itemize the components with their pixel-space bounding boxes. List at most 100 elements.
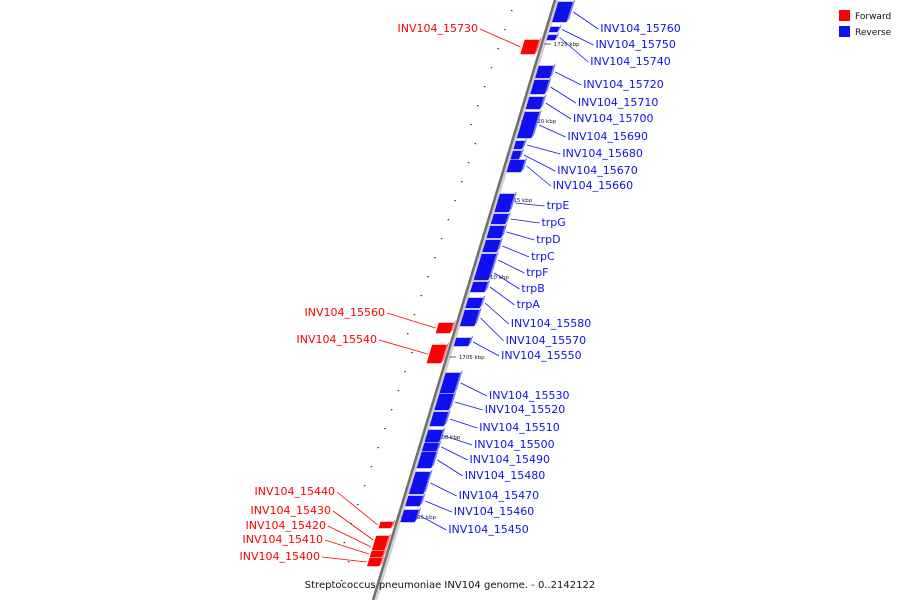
forward-gene-label-leader: [327, 525, 372, 548]
reverse-gene-label-leader: [449, 418, 478, 429]
track-mark: [413, 314, 416, 316]
track-mark: [447, 219, 450, 221]
reverse-gene-block-shade: [414, 507, 422, 522]
reverse-gene-block-shade: [484, 279, 491, 292]
reverse-gene-block-shade: [549, 63, 556, 78]
reverse-gene-block: [421, 442, 439, 452]
track-mark: [384, 428, 386, 430]
reverse-gene-label-leader: [454, 401, 483, 411]
reverse-gene-block: [453, 337, 471, 347]
track-mark: [363, 485, 366, 487]
reverse-gene-label-leader: [523, 154, 556, 172]
scale-tick-label: 1720 kbp: [530, 119, 556, 125]
legend-forward-label: Forward: [855, 12, 891, 22]
reverse-gene-block-shade: [443, 409, 452, 426]
reverse-gene-label: INV104_15700: [573, 112, 654, 125]
forward-gene-label-leader: [321, 556, 367, 563]
reverse-gene-label: INV104_15460: [454, 505, 535, 518]
forward-gene-block-shade: [449, 320, 457, 333]
reverse-gene-block-shade: [468, 335, 474, 346]
forward-gene-label: INV104_15540: [297, 333, 378, 346]
track-mark: [477, 105, 479, 107]
reverse-gene-block-shade: [531, 109, 543, 138]
track-mark: [504, 29, 506, 31]
reverse-gene-label: INV104_15450: [448, 523, 529, 536]
reverse-gene-label: INV104_15740: [590, 55, 671, 68]
reverse-gene-label-leader: [561, 29, 594, 46]
reverse-gene-block-shade: [419, 493, 426, 506]
reverse-gene-label: trpE: [547, 199, 570, 212]
forward-gene-label: INV104_15730: [398, 22, 479, 35]
reverse-gene-label: INV104_15520: [485, 403, 566, 416]
track-mark: [397, 390, 400, 392]
forward-gene-block: [371, 543, 387, 551]
reverse-gene-label-leader: [424, 500, 452, 513]
reverse-gene-label-leader: [550, 86, 577, 104]
track-mark: [406, 333, 409, 335]
reverse-gene-block-shade: [520, 157, 528, 172]
reverse-gene-label: trpG: [541, 216, 565, 229]
reverse-gene-label: INV104_15720: [583, 78, 664, 91]
track-mark: [470, 124, 472, 126]
forward-gene-block-shade: [385, 533, 392, 544]
track-mark: [377, 447, 379, 449]
forward-gene-label: INV104_15420: [246, 519, 327, 532]
forward-gene-block-shade: [384, 541, 389, 550]
reverse-gene-label-leader: [538, 124, 566, 138]
reverse-gene-block-shade: [505, 211, 512, 224]
reverse-gene-label: trpC: [531, 250, 555, 263]
reverse-gene-block-shade: [508, 191, 518, 212]
reverse-gene-label: INV104_15470: [459, 489, 540, 502]
track-mark: [440, 238, 443, 240]
track-mark: [341, 580, 343, 582]
track-mark: [420, 295, 423, 297]
forward-gene-block-shade: [390, 519, 396, 528]
scale-tick-label: 1705 kbp: [459, 355, 485, 361]
forward-gene-label-leader: [378, 339, 428, 355]
reverse-gene-label: INV104_15480: [465, 469, 546, 482]
reverse-gene-block-shade: [474, 307, 482, 326]
reverse-gene-label: INV104_15680: [562, 147, 643, 160]
forward-gene-label-leader: [332, 510, 374, 541]
reverse-gene-label: INV104_15580: [511, 317, 592, 330]
reverse-gene-block-shade: [554, 32, 560, 40]
map-caption: Streptococcus pneumoniae INV104 genome. …: [305, 580, 595, 591]
track-mark: [370, 466, 373, 468]
reverse-gene-label-leader: [554, 71, 582, 86]
reverse-gene-label: INV104_15760: [600, 22, 681, 35]
reverse-gene-block-shade: [488, 263, 496, 280]
reverse-gene-label-leader: [493, 272, 520, 290]
reverse-gene-label-leader: [441, 446, 468, 461]
track-mark: [474, 143, 477, 145]
forward-gene-block: [373, 535, 389, 545]
track-mark: [467, 162, 470, 164]
track-mark: [404, 371, 406, 373]
track-mark: [461, 181, 463, 183]
reverse-gene-label-leader: [430, 482, 457, 497]
reverse-gene-block-shade: [521, 138, 528, 149]
track-mark: [510, 10, 513, 12]
reverse-gene-block-shade: [438, 427, 446, 442]
reverse-gene-label-leader: [545, 102, 572, 120]
reverse-gene-block-shade: [436, 440, 442, 451]
forward-gene-label-leader: [324, 539, 370, 555]
reverse-gene-block-shade: [496, 237, 504, 252]
reverse-gene-label: INV104_15530: [489, 389, 569, 402]
track-mark: [427, 276, 429, 278]
reverse-gene-label-leader: [473, 341, 500, 357]
forward-gene-label: INV104_15440: [255, 485, 336, 498]
reverse-gene-block-shade: [557, 24, 562, 32]
reverse-gene-block-shade: [500, 223, 508, 238]
scale-tick-label: 1710 kbp: [483, 275, 509, 281]
reverse-gene-label: trpA: [517, 298, 541, 311]
reverse-gene-label: trpB: [521, 282, 544, 295]
track-mark: [411, 352, 413, 354]
reverse-gene-block-shade: [453, 370, 463, 393]
reverse-gene-label-leader: [484, 302, 510, 325]
reverse-gene-label: INV104_15550: [501, 349, 582, 362]
reverse-gene-block: [548, 26, 560, 33]
reverse-gene-label: INV104_15710: [578, 96, 659, 109]
legend-reverse-label: Reverse: [855, 28, 892, 38]
